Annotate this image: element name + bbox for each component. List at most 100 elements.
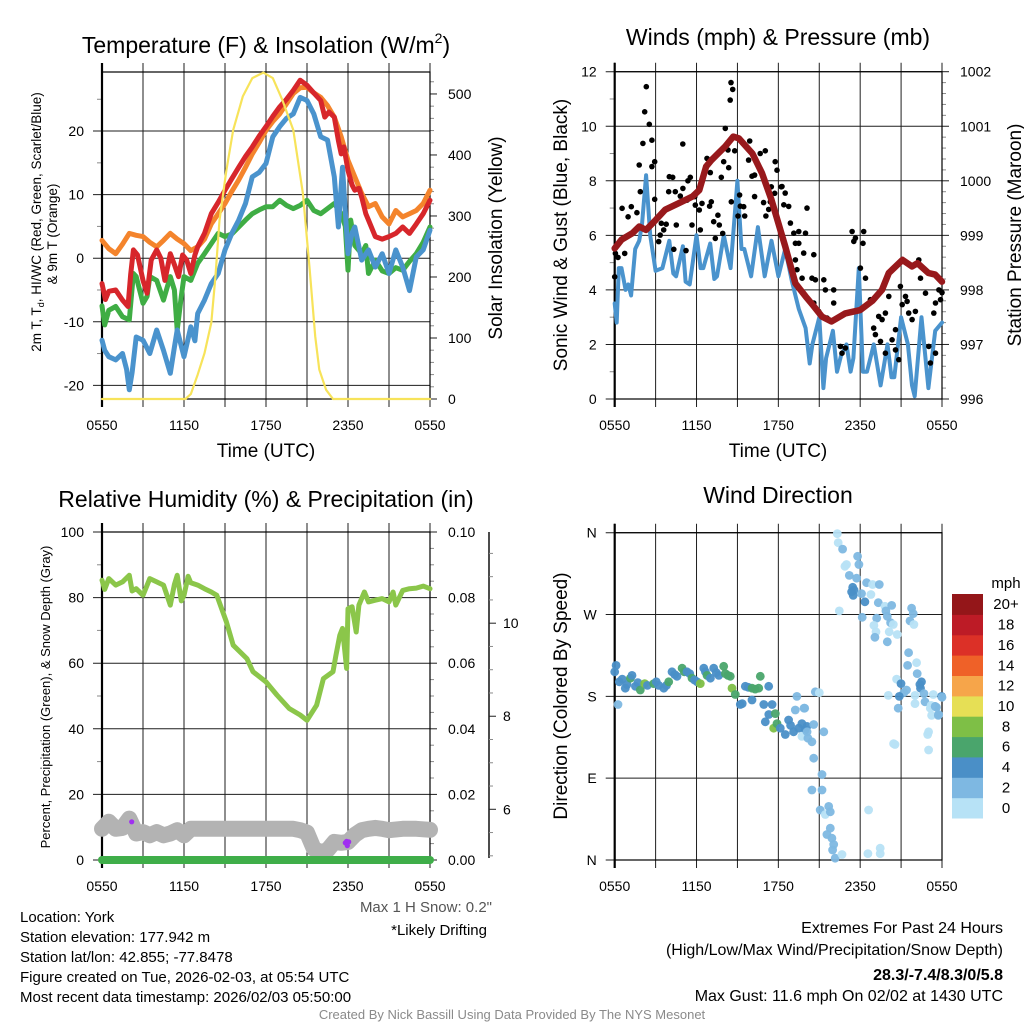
y-tick-label: 0: [76, 852, 84, 868]
gust-point: [663, 221, 669, 227]
wind-direction-point: [884, 627, 894, 637]
y-tick-label: -10: [64, 314, 84, 330]
gust-point: [665, 188, 672, 195]
gust-point: [735, 213, 741, 219]
wind-direction-point: [904, 648, 913, 658]
title-superscript: 2: [435, 30, 443, 46]
wind-direction-point: [830, 853, 840, 863]
y-tick-label: E: [587, 770, 596, 786]
elevation-text: Station elevation: 177.942 m: [20, 929, 210, 946]
colorbar-title: mph: [991, 575, 1020, 592]
wind-direction-point: [834, 606, 844, 616]
location-text: Location: York: [20, 909, 115, 926]
wind-direction-point: [799, 703, 809, 713]
gust-point: [729, 86, 736, 93]
y-tick-label: 20: [68, 786, 84, 802]
y-tick-label: 40: [68, 721, 84, 737]
wind-direction-point: [837, 850, 847, 859]
y2-axis-label: Station Pressure (Maroon): [1005, 124, 1024, 347]
wind-direction-point: [706, 673, 715, 683]
x-tick-label: 0550: [86, 417, 117, 433]
gust-point: [741, 213, 748, 219]
latest-timestamp-text: Most recent data timestamp: 2026/02/03 0…: [20, 989, 351, 1006]
colorbar-label: 20+: [993, 596, 1019, 613]
y2-tick-label: 100: [448, 330, 472, 346]
colorbar-swatch: [952, 797, 983, 819]
plot-marks: [99, 71, 433, 401]
gust-point: [860, 228, 867, 235]
extremes-values: 28.3/-7.4/8.3/0/5.8: [873, 967, 1003, 984]
x-tick-label: 2350: [332, 878, 363, 894]
x-tick-label: 1750: [763, 878, 794, 894]
x-axis-label: Time (UTC): [729, 441, 828, 462]
colorbar-swatch: [952, 756, 983, 778]
gust-point: [927, 360, 934, 366]
colorbar-label: 0: [1002, 800, 1010, 817]
x-axis-label: Time (UTC): [217, 441, 316, 462]
x-tick-label: 2350: [332, 417, 363, 433]
gust-point: [669, 174, 676, 181]
gust-point: [932, 300, 939, 306]
gust-point: [796, 228, 802, 235]
gust-point: [896, 356, 902, 363]
gust-point: [830, 300, 837, 306]
gust-point: [926, 343, 932, 350]
y-tick-label: 8: [589, 173, 597, 189]
gust-point: [796, 240, 802, 247]
gust-point: [904, 298, 910, 305]
y3-tick-label: 8: [503, 708, 511, 724]
gust-point: [634, 209, 640, 216]
y-tick-label: 100: [61, 524, 85, 540]
colorbar-swatch: [952, 675, 983, 697]
x-tick-label: 0550: [86, 878, 117, 894]
gust-point: [719, 230, 726, 237]
gust-point: [792, 257, 799, 263]
gust-point: [715, 212, 721, 218]
wind-direction-point: [849, 585, 859, 595]
snow-depth-line: [94, 810, 438, 861]
gust-point: [672, 188, 679, 195]
gust-point: [621, 250, 628, 257]
gust-point: [870, 325, 877, 331]
y-tick-label: 20: [68, 123, 84, 139]
wind-direction-point: [764, 681, 774, 691]
gust-point: [740, 203, 747, 210]
max-gust-text: Max Gust: 11.6 mph On 02/02 at 1430 UTC: [695, 988, 1003, 1005]
gust-point: [751, 193, 758, 200]
gust-point: [785, 203, 792, 210]
gust-point: [625, 214, 631, 220]
y-tick-label: W: [583, 607, 597, 623]
gust-point: [839, 350, 845, 357]
colorbar-swatch: [952, 695, 983, 717]
y2-tick-label: 0.10: [448, 524, 475, 540]
gust-point: [646, 121, 653, 128]
y-tick-label: 2: [589, 336, 597, 352]
gust-point: [637, 188, 644, 195]
wind-direction-point: [919, 689, 929, 698]
y3-tick-label: 6: [503, 801, 511, 817]
title-text: Temperature (F) & Insolation (W/m: [82, 32, 435, 58]
gust-point: [706, 203, 713, 209]
y-tick-label: -20: [64, 377, 84, 393]
footer-credit: Created By Nick Bassill Using Data Provi…: [319, 1007, 706, 1022]
gust-point: [660, 227, 667, 233]
wind-direction-point: [714, 671, 724, 680]
x-tick-label: 1150: [681, 878, 711, 894]
y-tick-label: 10: [581, 118, 597, 134]
y2-tick-label: 300: [448, 208, 472, 224]
gust-point: [658, 220, 665, 227]
wind-direction-point: [870, 632, 880, 642]
y2-tick-label: 0.00: [448, 852, 475, 868]
humidity-precip-chart: Relative Humidity (%) & Precipitation (i…: [38, 486, 519, 939]
x-tick-label: 0550: [926, 417, 957, 433]
wind-direction-point: [903, 661, 912, 670]
gust-point: [716, 222, 723, 228]
y2-tick-label: 1000: [960, 173, 991, 189]
gust-point: [937, 296, 944, 303]
gust-point: [860, 240, 866, 247]
plot-marks: [610, 529, 947, 863]
pressure-line: [611, 133, 946, 325]
speed-colorbar: 0 2 4 6 8 10 12 14 16 18 20+: [952, 594, 1019, 819]
y-tick-label: 60: [68, 655, 84, 671]
